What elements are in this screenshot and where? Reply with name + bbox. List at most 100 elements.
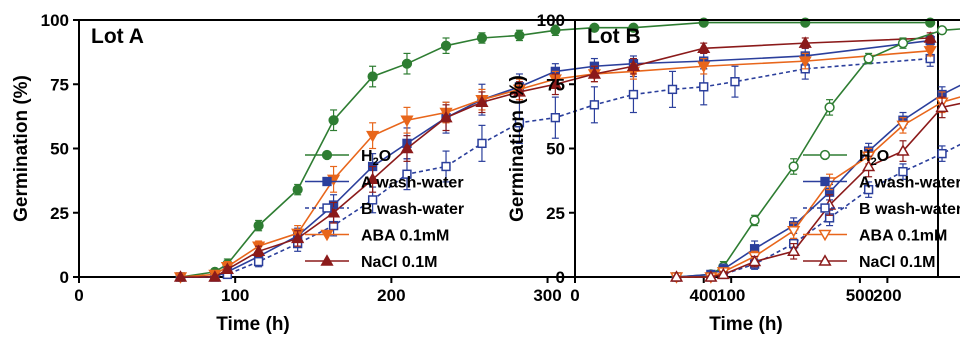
- data-point: [923, 31, 937, 43]
- x-tick-label: 200: [873, 286, 901, 305]
- data-point: [208, 270, 222, 282]
- data-point: [548, 77, 562, 89]
- y-axis-title: Germination (%): [11, 75, 32, 222]
- legend-label: A wash-water: [361, 175, 464, 192]
- data-point: [863, 53, 874, 64]
- x-tick-label: 100: [221, 286, 249, 305]
- plot-area: [173, 17, 937, 284]
- data-point: [439, 110, 453, 123]
- data-point: [550, 25, 561, 36]
- x-axis-title: Time (h): [709, 314, 783, 335]
- data-point: [787, 244, 801, 257]
- data-point: [400, 141, 414, 154]
- data-point: [697, 61, 711, 74]
- data-point: [923, 46, 937, 58]
- legend-label: H2O: [361, 148, 391, 168]
- data-point: [366, 130, 380, 143]
- x-tick-label: 0: [570, 286, 579, 305]
- data-point: [788, 161, 799, 172]
- legend-label: A wash-water: [859, 175, 960, 192]
- data-point: [291, 231, 305, 244]
- data-point: [935, 100, 949, 113]
- data-point: [477, 138, 487, 149]
- legend-marker: [818, 229, 832, 242]
- data-point: [367, 71, 378, 82]
- data-point: [798, 56, 812, 68]
- data-point: [514, 30, 525, 41]
- legend: H2O A wash-water B wash-water ABA 0.1mM NaCl…: [803, 148, 960, 271]
- data-point: [292, 184, 303, 195]
- y-axis-title: Germination (%): [507, 75, 528, 222]
- legend-label: B wash-water: [361, 201, 464, 218]
- data-point: [748, 254, 762, 267]
- data-point: [669, 270, 684, 282]
- data-point: [716, 267, 730, 280]
- data-point: [896, 144, 910, 156]
- data-point: [863, 184, 874, 195]
- legend-marker: [322, 176, 332, 187]
- legend: H2O A wash-water B wash-water ABA 0.1mM NaCl…: [305, 148, 464, 271]
- y-tick-label: 100: [537, 11, 565, 30]
- data-point: [667, 84, 678, 95]
- data-point: [897, 38, 909, 49]
- legend-label: ABA 0.1mM: [361, 228, 449, 245]
- y-tick-label: 50: [546, 140, 565, 159]
- legend-label: H2O: [859, 148, 889, 168]
- x-tick-label: 200: [377, 286, 405, 305]
- data-point: [550, 113, 561, 123]
- legend-marker: [820, 203, 830, 213]
- chart-panel-lot-b: Lot B Germination (%) Time (h) 0 25 50 75 10…: [507, 11, 960, 335]
- data-point: [628, 22, 639, 33]
- legend-marker: [819, 149, 831, 161]
- data-point: [476, 32, 488, 44]
- data-point: [896, 120, 910, 133]
- data-point: [401, 58, 413, 69]
- legend-label: B wash-water: [859, 201, 960, 218]
- legend-marker: [320, 229, 334, 242]
- data-point: [798, 36, 812, 48]
- y-tick-label: 0: [556, 268, 565, 287]
- x-tick-label: 0: [74, 286, 83, 305]
- data-point: [367, 195, 378, 205]
- data-point: [253, 256, 264, 267]
- legend-marker: [818, 254, 832, 266]
- data-point: [862, 159, 876, 172]
- data-point: [173, 270, 188, 282]
- data-point: [730, 77, 740, 87]
- y-tick-label: 75: [50, 75, 69, 94]
- data-point: [366, 172, 380, 185]
- x-tick-label: 100: [717, 286, 745, 305]
- data-point: [936, 25, 948, 36]
- data-point: [626, 59, 641, 71]
- data-point: [514, 118, 525, 128]
- x-tick-label: 300: [533, 286, 561, 305]
- data-point: [628, 89, 639, 100]
- x-tick-label: 500: [846, 286, 874, 305]
- data-point: [475, 95, 489, 107]
- x-tick-label: 400: [690, 286, 718, 305]
- data-point: [749, 215, 760, 226]
- data-point: [587, 67, 601, 79]
- data-point: [589, 22, 600, 33]
- data-point: [400, 115, 414, 128]
- series-4: [173, 31, 937, 282]
- chart-panel-lot-a: Lot A Germination (%) Time (h) 0 25 50 75 10…: [11, 11, 939, 335]
- panel-label: Lot B: [587, 25, 641, 48]
- legend-marker: [820, 176, 830, 187]
- legend-marker: [322, 203, 332, 213]
- data-point: [440, 40, 452, 51]
- data-point: [253, 220, 264, 231]
- x-axis-title: Time (h): [216, 314, 290, 335]
- data-point: [824, 102, 835, 113]
- y-tick-label: 25: [546, 204, 565, 223]
- data-point: [441, 161, 451, 172]
- data-point: [402, 169, 412, 179]
- data-point: [787, 226, 801, 238]
- panel-label: Lot A: [91, 25, 144, 48]
- data-point: [937, 148, 947, 159]
- data-point: [589, 100, 600, 110]
- data-point: [699, 82, 709, 92]
- data-point: [220, 262, 234, 275]
- y-tick-label: 50: [50, 140, 69, 159]
